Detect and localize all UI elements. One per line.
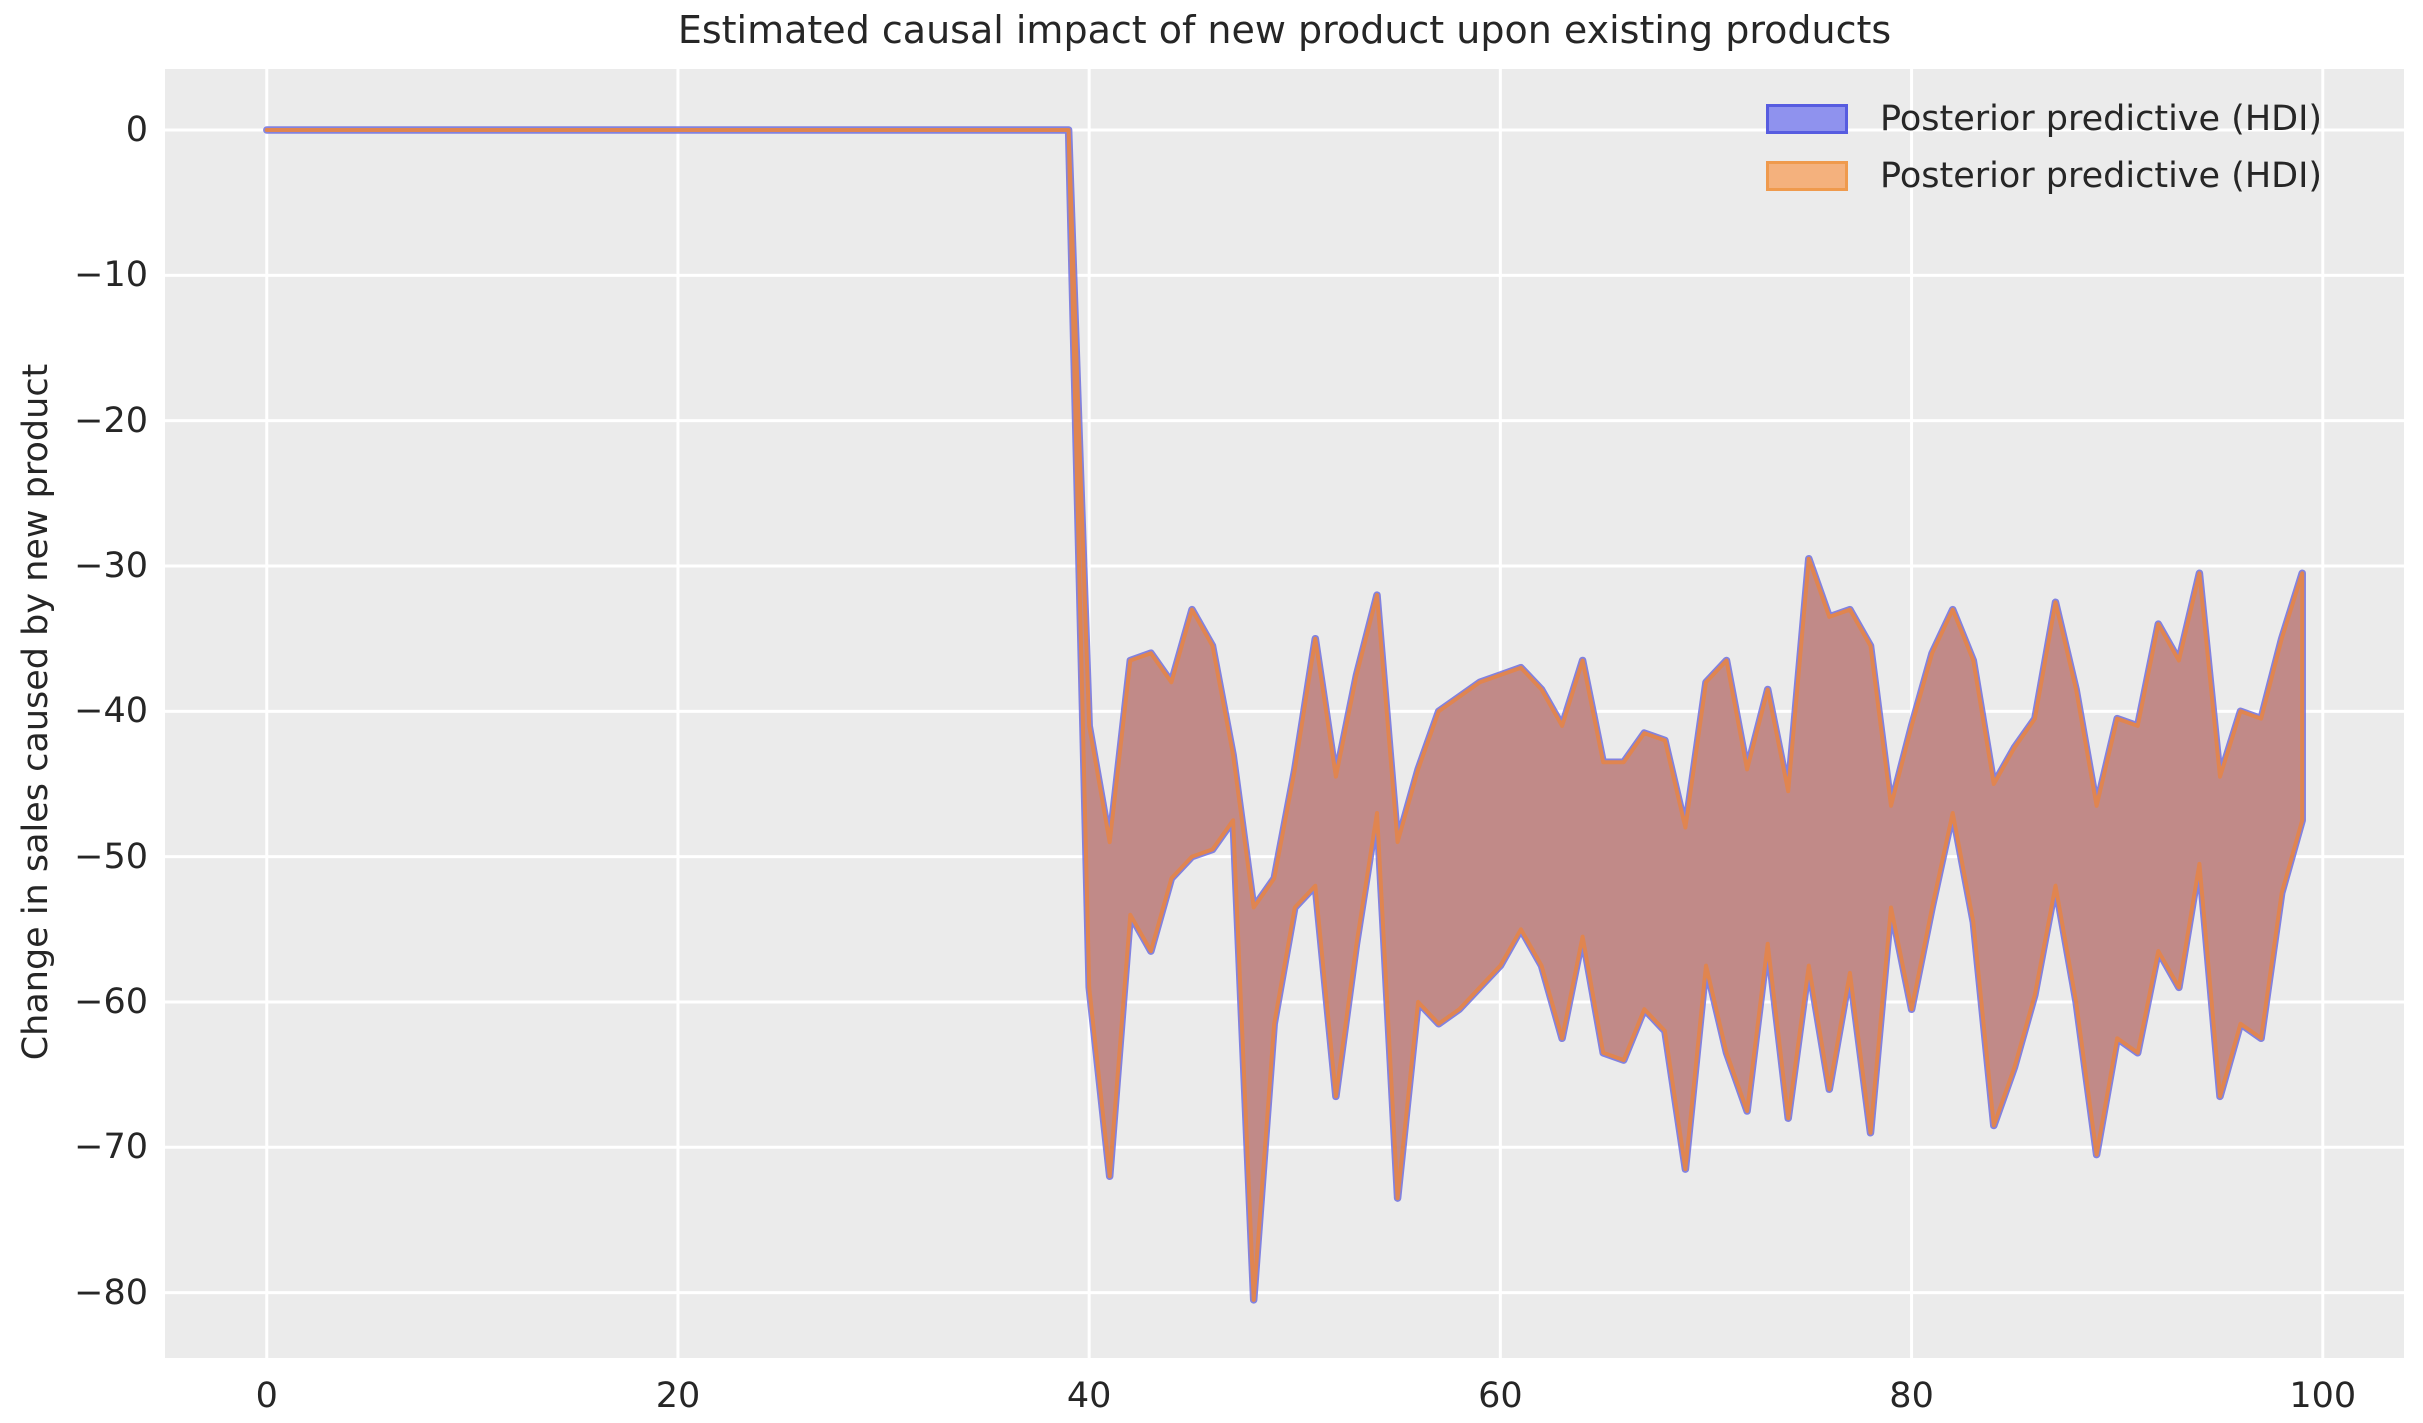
x-tick-label: 100 [2289, 1376, 2357, 1416]
y-tick-label: −50 [74, 836, 148, 877]
y-tick-label: −30 [74, 545, 148, 586]
y-tick-label: −10 [74, 255, 148, 296]
x-tick-label: 60 [1478, 1376, 1523, 1416]
y-tick-label: −40 [74, 691, 148, 732]
y-tick-label: −80 [74, 1272, 148, 1313]
hdi-band-chart [165, 69, 2404, 1358]
hdi-band [264, 128, 2305, 1302]
x-tick-label: 20 [655, 1376, 701, 1416]
x-tick-label: 40 [1066, 1376, 1112, 1416]
hdi-band-blue-edge [263, 126, 2306, 1304]
legend-label: Posterior predictive (HDI) [1880, 156, 2323, 196]
y-tick-label: 0 [125, 110, 148, 151]
plot-area [165, 69, 2404, 1358]
legend-swatch-orange [1766, 161, 1848, 191]
x-tick-label: 0 [255, 1376, 278, 1416]
x-tick-label: 80 [1889, 1376, 1934, 1416]
chart-title: Estimated causal impact of new product u… [677, 8, 1892, 52]
legend-label: Posterior predictive (HDI) [1880, 99, 2323, 139]
legend-swatch-blue [1766, 104, 1848, 134]
y-tick-label: −60 [74, 981, 148, 1022]
y-tick-label: −70 [74, 1127, 148, 1168]
y-tick-label: −20 [74, 400, 148, 441]
